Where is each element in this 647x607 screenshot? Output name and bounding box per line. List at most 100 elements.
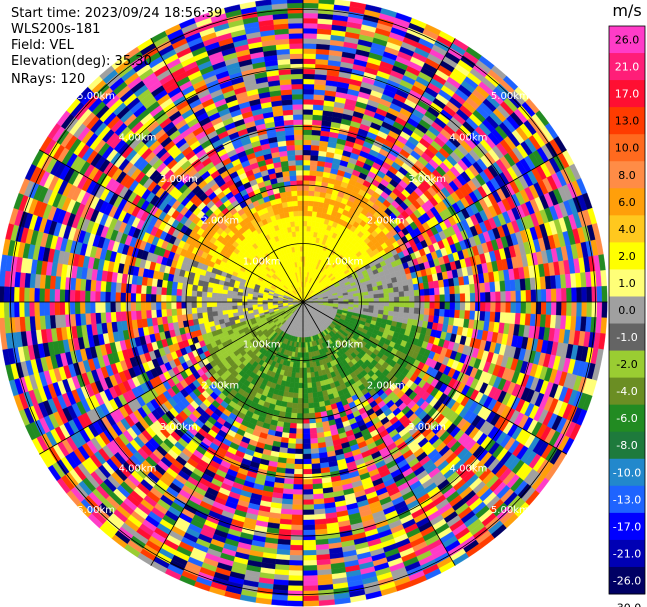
- velocity-bin: [509, 312, 516, 325]
- velocity-bin: [576, 287, 583, 303]
- velocity-bin: [302, 560, 317, 566]
- velocity-bin: [292, 499, 304, 505]
- velocity-bin: [316, 386, 323, 393]
- velocity-bin: [291, 402, 298, 409]
- velocity-bin: [312, 396, 320, 404]
- velocity-bin: [302, 367, 307, 374]
- velocity-bin: [363, 301, 370, 306]
- velocity-bin: [302, 595, 319, 602]
- velocity-bin: [302, 220, 308, 227]
- velocity-bin: [428, 288, 435, 296]
- velocity-bin: [302, 382, 308, 389]
- velocity-bin: [399, 301, 405, 308]
- velocity-bin: [423, 288, 430, 296]
- velocity-bin: [288, 432, 297, 439]
- velocity-bin: [293, 484, 304, 490]
- velocity-bin: [490, 301, 496, 313]
- velocity-bin: [561, 288, 567, 303]
- velocity-bin: [298, 382, 304, 389]
- velocity-bin: [428, 315, 435, 323]
- velocity-bin: [286, 401, 293, 409]
- velocity-bin: [313, 84, 326, 91]
- velocity-bin: [485, 292, 491, 303]
- velocity-bin: [530, 289, 537, 303]
- velocity-bin: [586, 301, 593, 318]
- velocity-bin: [302, 58, 316, 65]
- velocity-bin: [378, 297, 385, 303]
- velocity-bin: [287, 590, 304, 597]
- velocity-bin: [312, 493, 324, 500]
- velocity-bin: [307, 210, 313, 217]
- velocity-bin: [288, 575, 304, 582]
- velocity-bin: [302, 458, 312, 465]
- velocity-bin: [294, 458, 304, 465]
- velocity-bin: [302, 549, 317, 556]
- velocity-bin: [402, 285, 410, 292]
- velocity-bin: [428, 281, 435, 289]
- velocity-bin: [294, 453, 304, 460]
- velocity-bin: [438, 286, 445, 295]
- velocity-bin: [484, 282, 491, 293]
- velocity-bin: [302, 539, 316, 546]
- velocity-bin: [286, 396, 294, 404]
- velocity-bin: [464, 310, 471, 320]
- velocity-bin: [291, 514, 304, 521]
- velocity-bin: [353, 296, 359, 300]
- velocity-bin: [302, 600, 320, 607]
- velocity-bin: [284, 411, 292, 419]
- velocity-bin: [313, 508, 326, 515]
- velocity-bin: [302, 590, 319, 597]
- velocity-bin: [302, 504, 315, 511]
- velocity-bin: [285, 458, 295, 465]
- velocity-bin: [313, 503, 325, 510]
- velocity-bin: [309, 422, 317, 429]
- velocity-bin: [302, 17, 319, 24]
- velocity-bin: [302, 2, 319, 9]
- velocity-bin: [302, 114, 313, 120]
- velocity-bin: [283, 422, 291, 429]
- velocity-bin: [302, 134, 312, 141]
- velocity-bin: [368, 301, 375, 306]
- velocity-bin: [514, 279, 521, 292]
- velocity-bin: [302, 104, 314, 110]
- velocity-bin: [520, 290, 527, 303]
- velocity-bin: [298, 387, 304, 394]
- velocity-bin: [459, 310, 466, 320]
- velocity-bin: [311, 386, 318, 393]
- velocity-bin: [313, 94, 325, 101]
- velocity-bin: [433, 287, 440, 296]
- velocity-bin: [313, 190, 321, 198]
- velocity-bin: [290, 529, 304, 536]
- velocity-bin: [293, 387, 299, 394]
- velocity-bin: [382, 288, 389, 294]
- velocity-bin: [550, 288, 557, 303]
- velocity-bin: [499, 280, 506, 292]
- velocity-bin: [434, 301, 441, 310]
- velocity-bin: [489, 311, 496, 323]
- velocity-bin: [412, 283, 420, 291]
- velocity-bin: [555, 301, 562, 316]
- velocity-bin: [368, 294, 375, 299]
- velocity-bin: [302, 372, 308, 379]
- velocity-bin: [439, 294, 446, 303]
- velocity-bin: [306, 372, 312, 379]
- velocity-bin: [312, 119, 323, 126]
- velocity-bin: [566, 287, 572, 303]
- velocity-bin: [318, 599, 335, 606]
- velocity-bin: [433, 308, 440, 317]
- velocity-bin: [403, 290, 410, 297]
- velocity-bin: [295, 428, 304, 434]
- velocity-bin: [469, 283, 476, 294]
- velocity-bin: [308, 407, 315, 414]
- velocity-bin: [505, 301, 512, 314]
- velocity-bin: [309, 175, 317, 182]
- velocity-bin: [525, 289, 532, 303]
- velocity-bin: [292, 397, 299, 404]
- velocity-bin: [302, 514, 315, 521]
- velocity-bin: [302, 352, 307, 358]
- velocity-bin: [302, 38, 317, 44]
- velocity-bin: [290, 412, 298, 419]
- velocity-bin: [372, 289, 379, 295]
- velocity-bin: [378, 305, 385, 311]
- velocity-bin: [500, 301, 506, 313]
